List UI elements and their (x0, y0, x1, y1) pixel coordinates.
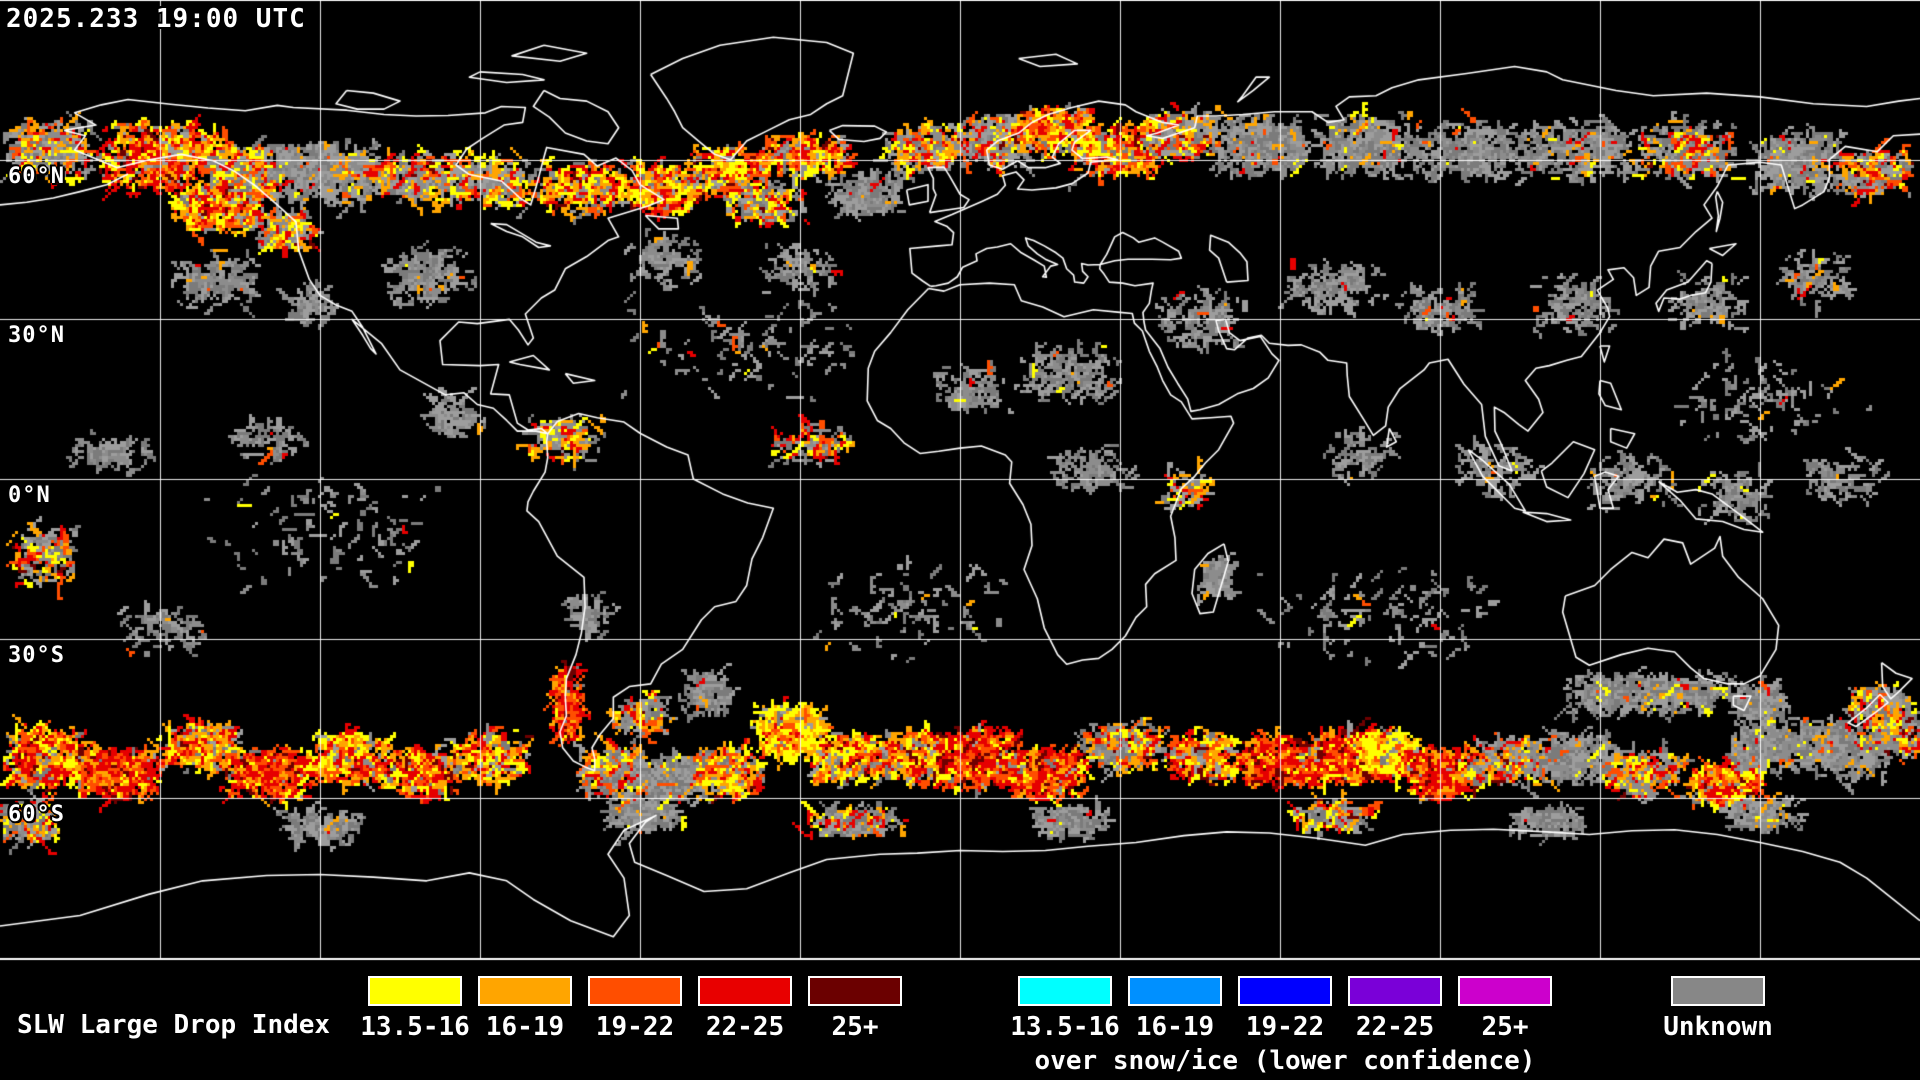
swatch-label: 13.5-16 (360, 1012, 470, 1042)
color-swatch-unknown (1671, 976, 1765, 1006)
swatch-label: Unknown (1663, 1012, 1773, 1042)
color-swatch (808, 976, 902, 1006)
legend-item: 22-25 (1340, 976, 1450, 1042)
legend-item: Unknown (1663, 976, 1773, 1042)
legend-item: 19-22 (580, 976, 690, 1042)
latitude-label: 30°S (8, 643, 65, 668)
color-swatch (588, 976, 682, 1006)
swatch-label: 25+ (831, 1012, 879, 1042)
legend-item: 22-25 (690, 976, 800, 1042)
color-swatch (1018, 976, 1112, 1006)
swatch-label: 22-25 (1355, 1012, 1435, 1042)
color-swatch (1458, 976, 1552, 1006)
latitude-label: 0°N (8, 483, 51, 508)
legend-title: SLW Large Drop Index (17, 1010, 331, 1040)
swatch-label: 19-22 (1245, 1012, 1325, 1042)
swatch-label: 16-19 (1135, 1012, 1215, 1042)
swatch-label: 25+ (1481, 1012, 1529, 1042)
color-swatch (1128, 976, 1222, 1006)
legend-item: 16-19 (1120, 976, 1230, 1042)
latitude-label: 60°S (8, 802, 65, 827)
world-map-canvas (0, 0, 1920, 962)
legend-group-standard: 13.5-16 16-19 19-22 22-25 25+ (360, 976, 910, 1042)
latitude-label: 30°N (8, 323, 65, 348)
legend-item: 25+ (800, 976, 910, 1042)
legend-group-unknown: Unknown (1663, 976, 1773, 1042)
timestamp-label: 2025.233 19:00 UTC (6, 4, 306, 34)
legend-item: 13.5-16 (360, 976, 470, 1042)
color-swatch (1238, 976, 1332, 1006)
swatch-label: 16-19 (485, 1012, 565, 1042)
color-swatch (1348, 976, 1442, 1006)
legend-item: 25+ (1450, 976, 1560, 1042)
color-swatch (698, 976, 792, 1006)
legend-item: 16-19 (470, 976, 580, 1042)
legend-item: 13.5-16 (1010, 976, 1120, 1042)
swatch-label: 22-25 (705, 1012, 785, 1042)
swatch-label: 19-22 (595, 1012, 675, 1042)
legend-item: 19-22 (1230, 976, 1340, 1042)
swatch-label: 13.5-16 (1010, 1012, 1120, 1042)
latitude-label: 60°N (8, 164, 65, 189)
legend-bar: SLW Large Drop Index 13.5-16 16-19 19-22… (0, 962, 1920, 1080)
legend-group-snow-ice: 13.5-16 16-19 19-22 22-25 25+ (1010, 976, 1560, 1042)
legend-subtitle-snow-ice: over snow/ice (lower confidence) (1034, 1046, 1536, 1076)
color-swatch (478, 976, 572, 1006)
color-swatch (368, 976, 462, 1006)
